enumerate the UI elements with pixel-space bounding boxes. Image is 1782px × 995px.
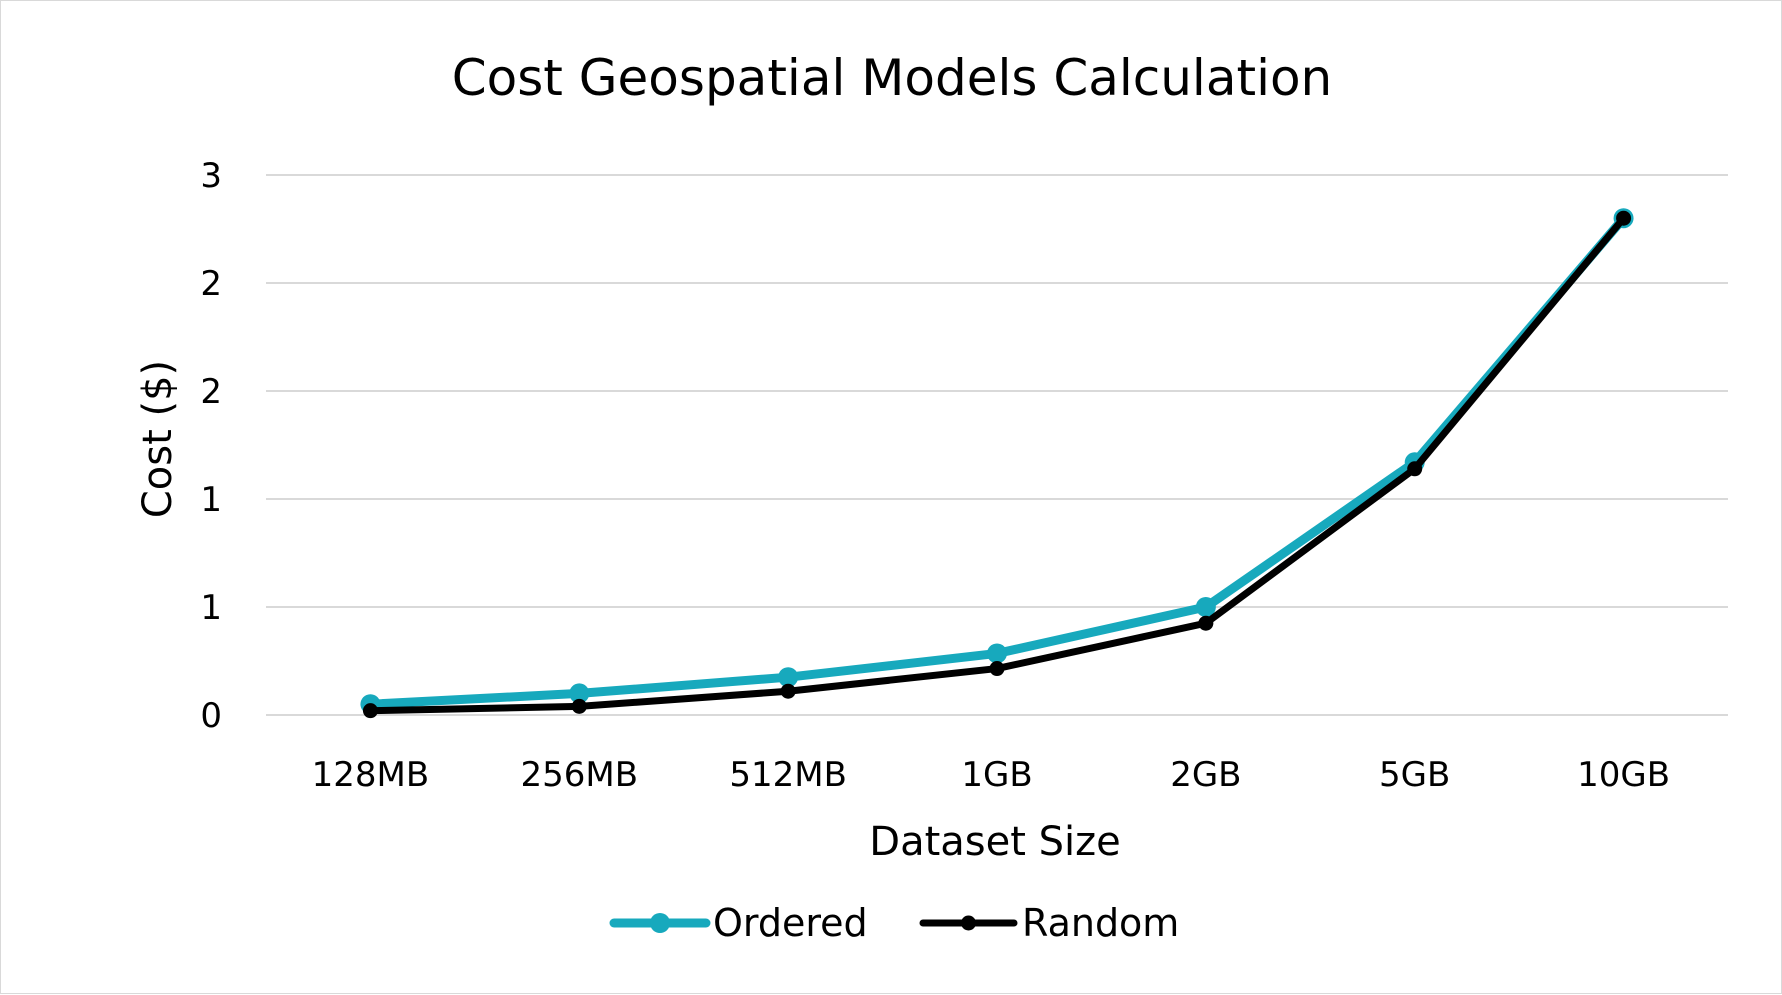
- data-point: [1616, 210, 1632, 226]
- series-line-random: [366, 214, 1628, 715]
- legend: Ordered Random: [609, 901, 1179, 945]
- y-axis-title: Cost ($): [135, 360, 181, 518]
- series-line-ordered: [365, 213, 1629, 709]
- data-point: [571, 698, 587, 714]
- data-point: [569, 683, 590, 704]
- x-tick-label: 10GB: [1577, 755, 1670, 795]
- data-point: [1407, 461, 1423, 477]
- data-point: [987, 643, 1007, 664]
- x-tick-label: 512MB: [729, 755, 847, 795]
- y-axis-ticks: 0 1 1 2 2 3: [200, 156, 222, 736]
- y-tick-label: 3: [200, 156, 222, 196]
- x-tick-label: 128MB: [312, 755, 430, 795]
- x-tick-label: 1GB: [961, 755, 1032, 795]
- y-tick-label: 1: [200, 480, 222, 520]
- x-tick-label: 5GB: [1379, 755, 1450, 795]
- legend-label: Ordered: [713, 901, 868, 945]
- y-tick-label: 2: [200, 264, 222, 304]
- series-random: [362, 210, 1632, 719]
- data-point: [1195, 597, 1216, 617]
- x-axis-ticks: 128MB 256MB 512MB 1GB 2GB 5GB 10GB: [312, 755, 1670, 795]
- x-axis-title: Dataset Size: [869, 819, 1120, 865]
- y-tick-label: 0: [200, 696, 222, 736]
- x-tick-label: 2GB: [1170, 755, 1241, 795]
- legend-item-ordered: Ordered: [609, 901, 868, 945]
- gridlines: [266, 174, 1728, 716]
- data-point: [780, 683, 796, 699]
- series-layer: [360, 208, 1634, 719]
- x-tick-label: 256MB: [521, 755, 639, 795]
- legend-marker: [961, 915, 976, 931]
- data-point: [989, 661, 1005, 677]
- data-point: [1198, 615, 1214, 631]
- series-ordered: [360, 208, 1634, 715]
- legend-marker: [650, 913, 670, 933]
- data-point: [362, 703, 378, 719]
- legend-item-random: Random: [919, 901, 1179, 945]
- chart-title: Cost Geospatial Models Calculation: [452, 49, 1333, 107]
- legend-label: Random: [1022, 901, 1179, 945]
- y-tick-label: 1: [200, 588, 222, 628]
- y-tick-label: 2: [200, 372, 222, 412]
- data-point: [778, 667, 799, 688]
